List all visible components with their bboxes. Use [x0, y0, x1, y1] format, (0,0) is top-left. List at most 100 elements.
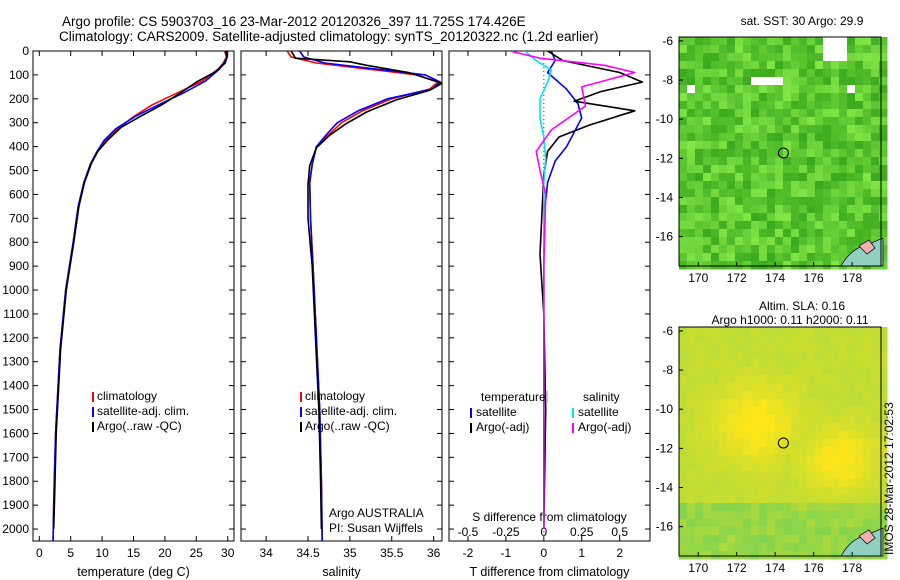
map-cell [855, 53, 864, 62]
map-cell [711, 383, 720, 392]
map-cell [687, 237, 696, 246]
map-cell [815, 351, 824, 360]
map-cell [727, 125, 736, 134]
map-cell [807, 431, 816, 440]
x-tick-label: 15 [127, 546, 141, 560]
map-cell [815, 101, 824, 110]
map-cell [743, 327, 752, 336]
map-cell [679, 367, 688, 376]
map-cell [831, 447, 840, 456]
map-cell [751, 511, 760, 520]
map-cell [687, 149, 696, 158]
x-tick-label: -1 [501, 546, 512, 560]
map-cell [743, 61, 752, 70]
map-cell [831, 375, 840, 384]
map-cell [807, 399, 816, 408]
map-cell [759, 157, 768, 166]
map-cell [687, 391, 696, 400]
map-cell [855, 463, 864, 472]
map-cell [735, 45, 744, 54]
map-cell [807, 511, 816, 520]
map-cell [879, 77, 888, 86]
map-cell [703, 229, 712, 238]
map-cell [711, 439, 720, 448]
map-cell [799, 415, 808, 424]
map-cell [815, 367, 824, 376]
map-cell [791, 173, 800, 182]
map-cell [695, 343, 704, 352]
map-cell [775, 367, 784, 376]
map-cell [759, 189, 768, 198]
map-cell [815, 245, 824, 254]
map-cell [743, 85, 752, 94]
map-cell [839, 117, 848, 126]
map-cell [719, 447, 728, 456]
map-cell [711, 53, 720, 62]
map-cell [703, 61, 712, 70]
map-cell [727, 149, 736, 158]
map-cell [727, 205, 736, 214]
series-group [509, 51, 644, 530]
map-cell [879, 197, 888, 206]
map-cell [855, 189, 864, 198]
map-cell [839, 447, 848, 456]
map-cell [855, 399, 864, 408]
island-shape [858, 239, 876, 255]
map-cell [863, 431, 872, 440]
map-cell [839, 165, 848, 174]
map-cell [711, 37, 720, 46]
map-cell [799, 479, 808, 488]
map-cell [839, 189, 848, 198]
series-group [52, 51, 228, 541]
map-cell [799, 447, 808, 456]
map-cell [735, 471, 744, 480]
map-cell [751, 157, 760, 166]
map-cell [767, 327, 776, 336]
map-cell [807, 415, 816, 424]
map-cell [831, 327, 840, 336]
map-cell [871, 117, 880, 126]
map-cell [751, 125, 760, 134]
map-cell [815, 415, 824, 424]
map-cell [751, 495, 760, 504]
legend-entry: climatology [97, 389, 157, 403]
map-cell [703, 471, 712, 480]
map-cell [807, 149, 816, 158]
map-cell [735, 149, 744, 158]
map-cell [823, 535, 832, 544]
plot-frame [32, 50, 235, 542]
map-cell [799, 471, 808, 480]
map-cell [727, 351, 736, 360]
map-cell [775, 261, 784, 270]
map-cell [711, 527, 720, 536]
map-cell [735, 77, 744, 86]
map-cell [735, 157, 744, 166]
map-cell [855, 327, 864, 336]
map-cell [831, 399, 840, 408]
map-cell [679, 423, 688, 432]
map-cell [863, 479, 872, 488]
map-cell [751, 407, 760, 416]
map-cell [791, 117, 800, 126]
map-cell [775, 463, 784, 472]
map-cell [783, 189, 792, 198]
map-cell [759, 213, 768, 222]
map-cell [855, 343, 864, 352]
map-cell [687, 189, 696, 198]
map-cell [879, 181, 888, 190]
y-tick-label: 1000 [2, 283, 29, 297]
map-cell [823, 101, 832, 110]
map-cell [815, 543, 824, 552]
map-cell [743, 511, 752, 520]
map-cell [799, 375, 808, 384]
map-cell [735, 109, 744, 118]
map-cell [703, 181, 712, 190]
map-cell [823, 463, 832, 472]
map-cell [863, 213, 872, 222]
map-cell [807, 495, 816, 504]
map-cell [791, 61, 800, 70]
map-cell [687, 101, 696, 110]
map-cell [839, 141, 848, 150]
map-cell [783, 261, 792, 270]
map-cell [695, 245, 704, 254]
